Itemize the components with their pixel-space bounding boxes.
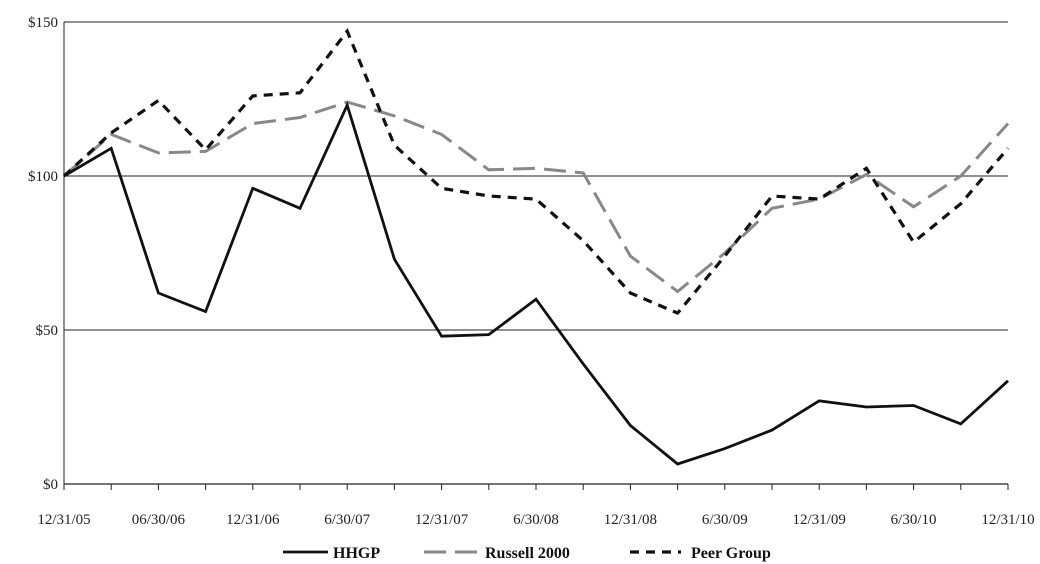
grid-lines <box>64 21 1008 485</box>
legend: HHGP Russell 2000 Peer Group <box>283 545 771 562</box>
x-tick-label: 12/31/07 <box>415 512 469 528</box>
x-tick-label: 12/31/09 <box>793 512 846 528</box>
x-axis-ticks: 12/31/05 06/30/06 12/31/06 6/30/07 12/31/07 6… <box>37 484 1035 528</box>
x-tick-label: 6/30/10 <box>891 512 937 528</box>
series-line-peer-group <box>62 28 1010 316</box>
series-lines <box>62 28 1010 466</box>
legend-label-russell-2000: Russell 2000 <box>485 545 570 562</box>
series-line-russell-2000 <box>63 100 1010 294</box>
x-tick-label: 12/31/06 <box>226 512 280 528</box>
y-tick-label: $100 <box>28 169 58 185</box>
x-tick-label: 12/31/10 <box>981 512 1034 528</box>
series-line-hhgp <box>63 101 1009 466</box>
y-tick-label: $50 <box>36 323 59 339</box>
x-tick-label: 6/30/07 <box>324 512 370 528</box>
x-tick-label: 06/30/06 <box>132 512 186 528</box>
legend-label-peer-group: Peer Group <box>691 545 771 562</box>
x-tick-label: 6/30/09 <box>702 512 748 528</box>
y-axis-ticks: $0 $50 $100 $150 <box>28 15 58 493</box>
x-tick-label: 12/31/08 <box>604 512 657 528</box>
axes <box>63 22 1008 485</box>
legend-label-hhgp: HHGP <box>333 545 380 562</box>
y-tick-label: $0 <box>43 477 58 493</box>
x-tick-label: 12/31/05 <box>37 512 90 528</box>
y-tick-label: $150 <box>28 15 58 31</box>
x-tick-label: 6/30/08 <box>513 512 559 528</box>
